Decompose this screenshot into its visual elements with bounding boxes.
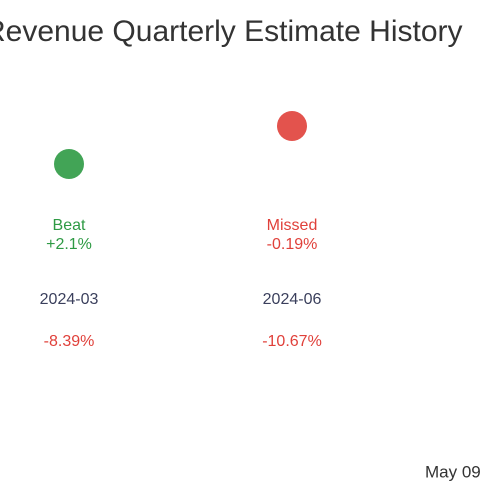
chart-title: Revenue Quarterly Estimate History bbox=[0, 15, 463, 48]
period-label: 2024-03 bbox=[40, 291, 99, 308]
change-label: -10.67% bbox=[262, 333, 322, 350]
footer-date: May 09 bbox=[425, 462, 481, 481]
result-label: Missed bbox=[267, 217, 318, 234]
period-label: 2024-06 bbox=[263, 291, 322, 308]
result-dot bbox=[54, 149, 84, 179]
result-dot bbox=[277, 111, 307, 141]
change-label: -8.39% bbox=[44, 333, 95, 350]
result-label: Beat bbox=[53, 217, 86, 234]
surprise-label: -0.19% bbox=[267, 236, 318, 253]
surprise-label: +2.1% bbox=[46, 236, 92, 253]
